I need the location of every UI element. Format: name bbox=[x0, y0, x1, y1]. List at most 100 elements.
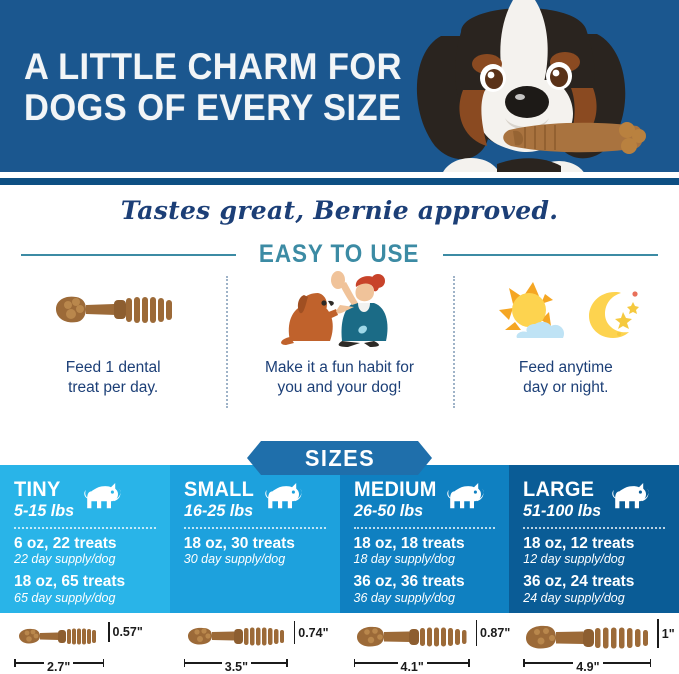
height-dimension: 0.87" bbox=[475, 620, 511, 646]
size-option-sub: 24 day supply/dog bbox=[523, 590, 625, 605]
width-label: 3.5" bbox=[221, 660, 252, 674]
size-option: 18 oz, 12 treats 12 day supply/dog bbox=[523, 535, 679, 568]
feature-list: Feed 1 dental treat per day. bbox=[0, 271, 679, 422]
size-option-sub: 36 day supply/dog bbox=[353, 590, 455, 605]
size-option-main: 18 oz, 30 treats bbox=[183, 534, 295, 552]
measurement-item-small: 0.74" 3.5" bbox=[170, 613, 340, 674]
size-name: TINY bbox=[14, 478, 61, 501]
size-header: TINY 5-15 lbs bbox=[14, 479, 170, 522]
size-divider bbox=[183, 526, 326, 529]
size-option: 36 oz, 36 treats 36 day supply/dog bbox=[354, 573, 510, 606]
size-column-tiny: TINY 5-15 lbs 6 oz, 22 treats 22 day sup… bbox=[0, 465, 170, 613]
feature-art bbox=[491, 272, 641, 346]
size-option: 18 oz, 18 treats 18 day supply/dog bbox=[354, 535, 510, 568]
dog-high-five-person-icon bbox=[281, 271, 388, 347]
dental-treat-icon bbox=[187, 627, 284, 646]
dental-treat-icon bbox=[356, 626, 466, 647]
section-rule-left bbox=[21, 253, 237, 256]
size-weight-range: 16-25 lbs bbox=[183, 501, 253, 521]
section-heading-label: EASY TO USE bbox=[259, 240, 420, 268]
feature-item-feed-daily: Feed 1 dental treat per day. bbox=[0, 272, 226, 422]
hero-title-line2: DOGS OF EVERY SIZE bbox=[24, 87, 402, 129]
size-option: 36 oz, 24 treats 24 day supply/dog bbox=[523, 573, 679, 606]
size-column-medium: MEDIUM 26-50 lbs 18 oz, 18 treats 18 day… bbox=[339, 465, 510, 613]
measurement-item-medium: 0.87" 4.1" bbox=[340, 613, 511, 674]
width-label: 4.1" bbox=[397, 660, 427, 674]
size-column-large: LARGE 51-100 lbs 18 oz, 12 treats 12 day… bbox=[509, 465, 679, 613]
dental-treat-icon bbox=[56, 296, 173, 323]
size-option-main: 18 oz, 18 treats bbox=[353, 534, 465, 552]
size-name: MEDIUM bbox=[353, 478, 437, 501]
measurement-row: 0.57" 2.7" bbox=[0, 613, 679, 674]
size-option-sub: 18 day supply/dog bbox=[353, 552, 455, 567]
size-divider bbox=[353, 526, 496, 529]
size-option-sub: 22 day supply/dog bbox=[14, 552, 116, 567]
size-option-main: 18 oz, 12 treats bbox=[523, 534, 635, 552]
height-label: 0.74" bbox=[298, 625, 329, 640]
hero-banner: A LITTLE CHARM FOR DOGS OF EVERY SIZE bbox=[0, 0, 679, 172]
feature-art bbox=[38, 272, 188, 346]
section-rule-right bbox=[442, 253, 658, 256]
width-label: 2.7" bbox=[44, 660, 74, 674]
size-option-main: 36 oz, 24 treats bbox=[523, 573, 635, 591]
feature-caption: Make it a fun habit for you and your dog… bbox=[265, 358, 414, 399]
dental-treat-icon bbox=[19, 628, 96, 645]
size-option-sub: 30 day supply/dog bbox=[183, 552, 286, 567]
size-option: 18 oz, 30 treats 30 day supply/dog bbox=[184, 535, 340, 568]
size-name: LARGE bbox=[523, 478, 595, 501]
feature-caption: Feed anytime day or night. bbox=[519, 358, 613, 399]
height-label: 0.87" bbox=[480, 626, 511, 640]
size-name: SMALL bbox=[183, 478, 254, 501]
sun-and-moon-icon bbox=[498, 282, 639, 338]
height-dimension: 0.74" bbox=[293, 621, 329, 644]
feature-item-anytime: Feed anytime day or night. bbox=[452, 272, 679, 422]
feature-caption-line1: Make it a fun habit for bbox=[264, 359, 415, 376]
measurement-item-tiny: 0.57" 2.7" bbox=[0, 613, 170, 674]
hero-title-line1: A LITTLE CHARM FOR bbox=[24, 46, 402, 87]
size-weight-range: 26-50 lbs bbox=[353, 501, 423, 521]
size-option-main: 36 oz, 36 treats bbox=[353, 573, 465, 591]
bernese-mountain-dog-puppy-with-treat-icon bbox=[416, 0, 646, 172]
page-title: A LITTLE CHARM FOR DOGS OF EVERY SIZE bbox=[24, 46, 424, 129]
feature-art bbox=[274, 271, 404, 347]
tagline: Tastes great, Bernie approved. bbox=[120, 196, 559, 225]
dog-silhouette-icon bbox=[612, 483, 649, 509]
feature-caption-line1: Feed 1 dental bbox=[65, 359, 161, 376]
height-dimension: 0.57" bbox=[108, 622, 143, 642]
measurement-item-large: 1" 4.9" bbox=[509, 613, 679, 674]
sizes-table: TINY 5-15 lbs 6 oz, 22 treats 22 day sup… bbox=[0, 465, 679, 613]
width-label: 4.9" bbox=[573, 660, 603, 674]
sizes-banner-label: SIZES bbox=[304, 444, 375, 471]
size-header: SMALL 16-25 lbs bbox=[184, 479, 340, 522]
size-column-small: SMALL 16-25 lbs 18 oz, 30 treats 30 day … bbox=[169, 465, 340, 613]
size-option-sub: 12 day supply/dog bbox=[523, 552, 625, 567]
size-option: 18 oz, 65 treats 65 day supply/dog bbox=[14, 573, 170, 606]
size-weight-range: 51-100 lbs bbox=[523, 501, 602, 521]
header-accent-bar bbox=[0, 178, 679, 185]
size-option-main: 18 oz, 65 treats bbox=[14, 573, 126, 591]
feature-caption-line2: treat per day. bbox=[68, 379, 159, 397]
sizes-banner: SIZES bbox=[247, 441, 432, 475]
feature-caption-line2: day or night. bbox=[523, 379, 609, 397]
feature-item-fun-habit: Make it a fun habit for you and your dog… bbox=[226, 271, 452, 422]
dog-silhouette-icon bbox=[84, 483, 121, 509]
size-weight-range: 5-15 lbs bbox=[14, 501, 75, 521]
size-option-sub: 65 day supply/dog bbox=[14, 590, 116, 605]
feature-caption-line2: you and your dog! bbox=[277, 379, 402, 397]
size-header: MEDIUM 26-50 lbs bbox=[354, 479, 510, 522]
dog-silhouette-icon bbox=[264, 483, 302, 509]
dog-silhouette-icon bbox=[447, 483, 484, 509]
size-header: LARGE 51-100 lbs bbox=[523, 479, 679, 522]
size-option: 6 oz, 22 treats 22 day supply/dog bbox=[14, 535, 170, 568]
dental-treat-icon bbox=[526, 625, 649, 649]
size-divider bbox=[523, 526, 665, 529]
height-label: 0.57" bbox=[112, 625, 143, 639]
section-heading: EASY TO USE bbox=[0, 240, 679, 269]
feature-caption-line1: Feed anytime bbox=[518, 359, 613, 376]
size-divider bbox=[14, 526, 156, 529]
size-option-main: 6 oz, 22 treats bbox=[14, 534, 117, 552]
height-dimension: 1" bbox=[657, 619, 675, 648]
height-label: 1" bbox=[661, 626, 675, 641]
feature-caption: Feed 1 dental treat per day. bbox=[66, 358, 161, 399]
